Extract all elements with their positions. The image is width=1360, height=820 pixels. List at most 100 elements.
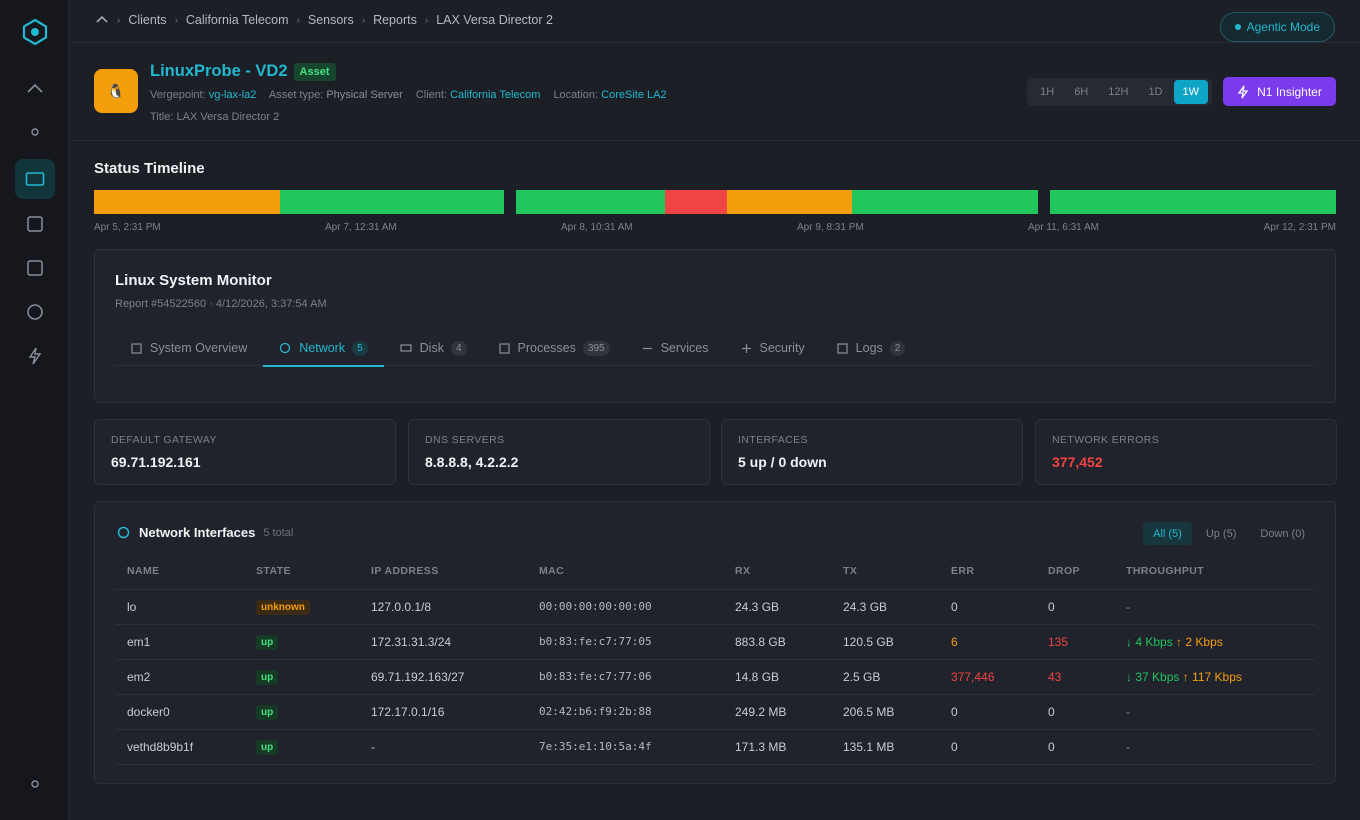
if-throughput: - bbox=[1114, 729, 1315, 765]
stat-network-errors: NETWORK ERRORS 377,452 bbox=[1035, 419, 1337, 485]
table-row[interactable]: lo unknown 127.0.0.1/8 00:00:00:00:00:00… bbox=[115, 589, 1315, 625]
monitor-subtitle: Report #54522560 · 4/12/2026, 3:37:54 AM bbox=[115, 298, 327, 310]
if-mac: 02:42:b6:f9:2b:88 bbox=[527, 694, 723, 730]
column-header[interactable]: THROUGHPUT bbox=[1114, 554, 1315, 590]
square-icon bbox=[837, 342, 848, 354]
tab-processes[interactable]: Processes 395 bbox=[483, 330, 626, 366]
breadcrumb-reports[interactable]: Reports bbox=[373, 13, 417, 27]
if-ip: 172.17.0.1/16 bbox=[359, 694, 527, 730]
client-label: Client: bbox=[415, 89, 448, 101]
n1-insighter-button[interactable]: N1 Insighter bbox=[1223, 77, 1336, 106]
timeline-segment-ok[interactable] bbox=[1050, 190, 1336, 214]
if-drop: 0 bbox=[1036, 589, 1114, 625]
tab-label: Logs bbox=[855, 341, 883, 355]
if-err: 6 bbox=[939, 624, 1036, 660]
bolt-nav-icon[interactable] bbox=[15, 336, 55, 376]
column-header[interactable]: NAME bbox=[115, 554, 244, 590]
timeline-segment-warning[interactable] bbox=[94, 190, 280, 214]
range-1d-button[interactable]: 1D bbox=[1148, 86, 1163, 98]
table-row[interactable]: em2 up 69.71.192.163/27 b0:83:fe:c7:77:0… bbox=[115, 659, 1315, 695]
timeline-segment-warning[interactable] bbox=[727, 190, 852, 214]
stat-default-gateway: DEFAULT GATEWAY 69.71.192.161 bbox=[94, 419, 396, 485]
tab-network[interactable]: Network 5 bbox=[263, 330, 385, 367]
if-state-cell: unknown bbox=[244, 589, 359, 625]
breadcrumb-clients[interactable]: Clients bbox=[128, 13, 167, 27]
timeline-label: Apr 8, 10:31 AM bbox=[561, 222, 633, 233]
agentic-mode-button[interactable]: Agentic Mode bbox=[1219, 12, 1335, 42]
settings-dot-icon[interactable] bbox=[15, 764, 55, 804]
home-icon[interactable] bbox=[95, 14, 109, 26]
if-name: vethd8b9b1f bbox=[115, 729, 244, 765]
square-icon bbox=[131, 342, 142, 354]
column-header[interactable]: ERR bbox=[939, 554, 1036, 590]
status-badge: up bbox=[256, 634, 279, 650]
status-badge: up bbox=[256, 739, 279, 755]
chevron-right-icon: › bbox=[424, 14, 429, 26]
if-mac: b0:83:fe:c7:77:05 bbox=[527, 624, 723, 660]
asset-type-value: Physical Server bbox=[326, 89, 403, 101]
column-header[interactable]: RX bbox=[723, 554, 831, 590]
table-row[interactable]: em1 up 172.31.31.3/24 b0:83:fe:c7:77:05 … bbox=[115, 624, 1315, 660]
column-header[interactable]: DROP bbox=[1036, 554, 1114, 590]
collapse-up-icon[interactable] bbox=[15, 68, 55, 108]
column-header[interactable]: TX bbox=[831, 554, 939, 590]
if-throughput: - bbox=[1114, 589, 1315, 625]
dot-icon[interactable] bbox=[15, 112, 55, 152]
if-name: lo bbox=[115, 589, 244, 625]
timeline-segment-ok[interactable] bbox=[852, 190, 1038, 214]
if-ip: - bbox=[359, 729, 527, 765]
stat-label: NETWORK ERRORS bbox=[1052, 434, 1160, 446]
column-header[interactable]: MAC bbox=[527, 554, 723, 590]
timeline-segment-critical[interactable] bbox=[665, 190, 727, 214]
monitor-nav-icon[interactable] bbox=[15, 159, 55, 199]
network-interfaces-card: Network Interfaces 5 total All (5) Up (5… bbox=[94, 501, 1336, 784]
circle-nav-icon[interactable] bbox=[15, 292, 55, 332]
tab-count-badge: 4 bbox=[450, 340, 467, 356]
location-link[interactable]: CoreSite LA2 bbox=[601, 89, 667, 101]
filter-all-button[interactable]: All (5) bbox=[1143, 522, 1192, 545]
if-mac: 00:00:00:00:00:00 bbox=[527, 589, 723, 625]
throughput-down: ↓ 4 Kbps bbox=[1126, 634, 1173, 649]
breadcrumb: › Clients › California Telecom › Sensors… bbox=[95, 13, 553, 27]
range-1w-button[interactable]: 1W bbox=[1173, 80, 1208, 104]
if-name: em1 bbox=[115, 624, 244, 660]
column-header[interactable]: IP ADDRESS bbox=[359, 554, 527, 590]
column-header[interactable]: STATE bbox=[244, 554, 359, 590]
vergepoint-link[interactable]: vg-lax-la2 bbox=[208, 89, 257, 101]
if-state-cell: up bbox=[244, 694, 359, 730]
client-link[interactable]: California Telecom bbox=[450, 89, 541, 101]
app-logo-icon[interactable] bbox=[15, 12, 55, 52]
filter-down-button[interactable]: Down (0) bbox=[1260, 527, 1305, 540]
stat-value: 377,452 bbox=[1052, 454, 1103, 470]
table-row[interactable]: docker0 up 172.17.0.1/16 02:42:b6:f9:2b:… bbox=[115, 694, 1315, 730]
timeline-label: Apr 11, 6:31 AM bbox=[1028, 222, 1099, 233]
if-mac: 7e:35:e1:10:5a:4f bbox=[527, 729, 723, 765]
range-1h-button[interactable]: 1H bbox=[1040, 86, 1055, 98]
timeline-label: Apr 5, 2:31 PM bbox=[94, 222, 161, 233]
timeline-segment-ok[interactable] bbox=[280, 190, 504, 214]
tab-logs[interactable]: Logs 2 bbox=[821, 330, 922, 366]
square-nav-icon[interactable] bbox=[15, 248, 55, 288]
throughput-down: ↓ 37 Kbps bbox=[1126, 669, 1180, 684]
breadcrumb-sensors[interactable]: Sensors bbox=[307, 13, 354, 27]
timeline-segment-ok[interactable] bbox=[516, 190, 665, 214]
if-state-cell: up bbox=[244, 659, 359, 695]
tab-services[interactable]: Services bbox=[626, 330, 725, 366]
if-drop: 43 bbox=[1036, 659, 1114, 695]
square-nav-icon[interactable] bbox=[15, 204, 55, 244]
asset-type-label: Asset type: bbox=[268, 89, 324, 101]
table-row[interactable]: vethd8b9b1f up - 7e:35:e1:10:5a:4f 171.3… bbox=[115, 729, 1315, 765]
tab-security[interactable]: Security bbox=[725, 330, 821, 366]
filter-up-button[interactable]: Up (5) bbox=[1205, 527, 1237, 540]
tab-label: Security bbox=[759, 341, 805, 355]
range-6h-button[interactable]: 6H bbox=[1074, 86, 1089, 98]
sidebar bbox=[0, 0, 69, 820]
if-rx: 883.8 GB bbox=[723, 624, 831, 660]
tab-count-badge: 395 bbox=[582, 340, 610, 356]
asset-name: LinuxProbe - VD2 bbox=[150, 62, 288, 80]
tab-system-overview[interactable]: System Overview bbox=[115, 330, 263, 366]
range-12h-button[interactable]: 12H bbox=[1108, 86, 1129, 98]
tab-disk[interactable]: Disk 4 bbox=[384, 330, 483, 366]
breadcrumb-client[interactable]: California Telecom bbox=[185, 13, 289, 27]
chevron-right-icon: › bbox=[296, 14, 300, 26]
